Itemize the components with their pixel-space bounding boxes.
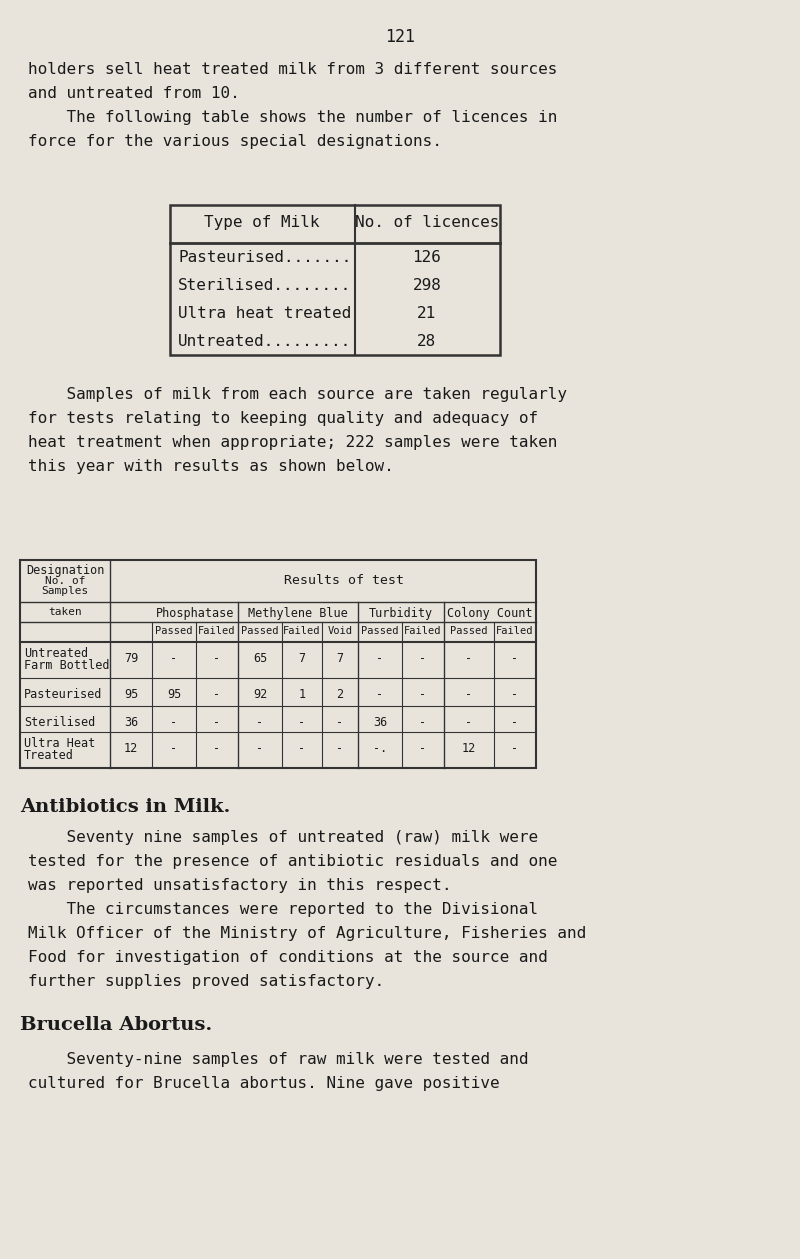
Text: -: - [214,742,221,755]
Text: Colony Count: Colony Count [447,607,533,619]
Text: Pasteurised: Pasteurised [24,687,102,701]
Text: 7: 7 [337,652,343,665]
Bar [170,205,500,355]
Text: -: - [337,742,343,755]
Text: -: - [466,716,473,729]
Text: Ultra heat treated: Ultra heat treated [178,306,351,321]
Text: -: - [419,687,426,701]
Text: Farm Bottled: Farm Bottled [24,658,110,672]
Text: -: - [511,652,518,665]
Text: for tests relating to keeping quality and adequacy of: for tests relating to keeping quality an… [28,410,538,426]
Text: Sterilised: Sterilised [24,716,95,729]
Text: 95: 95 [167,687,181,701]
Text: -: - [214,716,221,729]
Text: -: - [466,687,473,701]
Text: -: - [170,716,178,729]
Text: 7: 7 [298,652,306,665]
Text: 12: 12 [462,742,476,755]
Text: Failed: Failed [404,626,442,636]
Text: force for the various special designations.: force for the various special designatio… [28,133,442,149]
Text: -: - [377,652,383,665]
Text: -: - [214,652,221,665]
Text: 36: 36 [373,716,387,729]
Text: was reported unsatisfactory in this respect.: was reported unsatisfactory in this resp… [28,878,451,893]
Text: Failed: Failed [496,626,534,636]
Text: -: - [511,742,518,755]
Text: -: - [337,716,343,729]
Text: Passed: Passed [242,626,278,636]
Text: -: - [257,716,263,729]
Text: Treated: Treated [24,749,74,762]
Text: 65: 65 [253,652,267,665]
Text: 79: 79 [124,652,138,665]
Text: -: - [419,716,426,729]
Bar [20,560,536,768]
Text: -: - [419,652,426,665]
Text: further supplies proved satisfactory.: further supplies proved satisfactory. [28,974,384,990]
Text: Samples: Samples [42,585,89,596]
Text: Designation: Designation [26,564,104,577]
Text: -.: -. [373,742,387,755]
Text: Void: Void [327,626,353,636]
Text: 92: 92 [253,687,267,701]
Text: Phosphatase: Phosphatase [156,607,234,619]
Text: 95: 95 [124,687,138,701]
Text: 21: 21 [418,306,437,321]
Text: 2: 2 [337,687,343,701]
Text: Results of test: Results of test [284,574,404,587]
Text: Pasteurised.......: Pasteurised....... [178,251,351,264]
Text: -: - [511,716,518,729]
Text: Passed: Passed [362,626,398,636]
Text: and untreated from 10.: and untreated from 10. [28,86,240,101]
Text: Turbidity: Turbidity [369,607,433,619]
Text: this year with results as shown below.: this year with results as shown below. [28,460,394,473]
Text: -: - [298,742,306,755]
Text: 121: 121 [385,28,415,47]
Text: Untreated.........: Untreated......... [178,334,351,349]
Text: holders sell heat treated milk from 3 different sources: holders sell heat treated milk from 3 di… [28,62,558,77]
Text: 298: 298 [413,278,442,293]
Text: 1: 1 [298,687,306,701]
Text: -: - [214,687,221,701]
Text: -: - [170,652,178,665]
Text: -: - [170,742,178,755]
Text: No. of: No. of [45,577,86,585]
Text: -: - [466,652,473,665]
Text: Passed: Passed [450,626,488,636]
Text: Brucella Abortus.: Brucella Abortus. [20,1016,212,1034]
Text: Type of Milk: Type of Milk [204,215,320,230]
Text: Passed: Passed [155,626,193,636]
Text: -: - [511,687,518,701]
Text: 28: 28 [418,334,437,349]
Text: Sterilised........: Sterilised........ [178,278,351,293]
Text: Antibiotics in Milk.: Antibiotics in Milk. [20,798,230,816]
Text: -: - [257,742,263,755]
Text: 126: 126 [413,251,442,264]
Text: 36: 36 [124,716,138,729]
Text: -: - [377,687,383,701]
Text: Seventy-nine samples of raw milk were tested and: Seventy-nine samples of raw milk were te… [28,1053,529,1066]
Text: No. of licences: No. of licences [355,215,499,230]
Text: Methylene Blue: Methylene Blue [248,607,348,619]
Text: -: - [298,716,306,729]
Text: The circumstances were reported to the Divisional: The circumstances were reported to the D… [28,901,538,917]
Text: The following table shows the number of licences in: The following table shows the number of … [28,110,558,125]
Text: Food for investigation of conditions at the source and: Food for investigation of conditions at … [28,951,548,964]
Text: Failed: Failed [198,626,236,636]
Text: Seventy nine samples of untreated (raw) milk were: Seventy nine samples of untreated (raw) … [28,830,538,845]
Text: Failed: Failed [283,626,321,636]
Text: 12: 12 [124,742,138,755]
Text: taken: taken [48,607,82,617]
Text: Milk Officer of the Ministry of Agriculture, Fisheries and: Milk Officer of the Ministry of Agricult… [28,927,586,940]
Text: Untreated: Untreated [24,647,88,660]
Text: heat treatment when appropriate; 222 samples were taken: heat treatment when appropriate; 222 sam… [28,436,558,449]
Text: Ultra Heat: Ultra Heat [24,737,95,750]
Text: tested for the presence of antibiotic residuals and one: tested for the presence of antibiotic re… [28,854,558,869]
Text: -: - [419,742,426,755]
Text: cultured for Brucella abortus. Nine gave positive: cultured for Brucella abortus. Nine gave… [28,1076,500,1092]
Text: Samples of milk from each source are taken regularly: Samples of milk from each source are tak… [28,387,567,402]
